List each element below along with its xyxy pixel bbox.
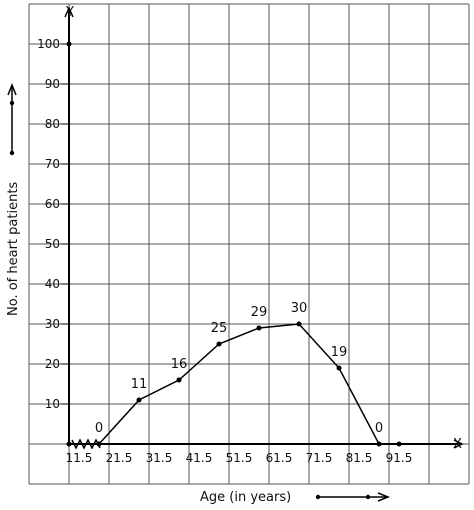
series: 0 11 16 25 29 30 19 0	[95, 301, 383, 447]
data-label: 25	[211, 321, 228, 336]
data-point	[216, 341, 222, 347]
x-tick-label: 11.5	[66, 451, 93, 465]
axes	[64, 6, 464, 450]
data-point	[176, 377, 182, 383]
data-label: 16	[171, 357, 188, 372]
x-tick-label: 91.5	[386, 451, 413, 465]
axis-break-zigzag	[71, 438, 101, 450]
x-axis-end-point	[396, 441, 402, 447]
data-label: 29	[251, 305, 268, 320]
x-tick-label: 51.5	[226, 451, 253, 465]
xlabel-arrow-dot	[365, 494, 371, 500]
ylabel-arrow-dot	[9, 100, 15, 106]
data-point	[296, 321, 302, 327]
y-tick-label: 100	[37, 37, 60, 51]
origin-point	[66, 441, 72, 447]
x-tick-label: 21.5	[106, 451, 133, 465]
ylabel-arrow-dot	[9, 150, 15, 156]
data-point	[96, 441, 102, 447]
y-tick-label: 10	[45, 397, 60, 411]
data-label: 0	[95, 421, 103, 436]
ylabel-arrow-head	[7, 82, 17, 96]
x-tick-labels: 11.5 21.5 31.5 41.5 51.5 61.5 71.5 81.5 91.5	[66, 451, 413, 465]
data-label: 11	[131, 377, 148, 392]
x-tick-label: 31.5	[146, 451, 173, 465]
series-line	[98, 323, 380, 445]
data-point	[256, 325, 262, 331]
y-tick-label: 70	[45, 157, 60, 171]
y-axis-title: No. of heart patients	[6, 182, 21, 316]
data-point	[376, 441, 382, 447]
x-axis-letter: X	[453, 437, 462, 452]
x-tick-label: 61.5	[266, 451, 293, 465]
grid	[28, 3, 470, 485]
data-label: 30	[291, 301, 308, 316]
x-axis-title: Age (in years)	[200, 490, 291, 505]
y-tick-label: 40	[45, 277, 60, 291]
xlabel-arrow-dot	[315, 494, 321, 500]
x-tick-label: 71.5	[306, 451, 333, 465]
x-tick-label: 41.5	[186, 451, 213, 465]
x-tick-label: 81.5	[346, 451, 373, 465]
y-axis-letter: Y	[65, 5, 74, 20]
y-tick-label: 20	[45, 357, 60, 371]
decorations	[7, 82, 391, 502]
y-axis-arrow	[64, 6, 74, 18]
x-axis-arrow	[453, 439, 464, 449]
data-label: 0	[375, 421, 383, 436]
y-tick-labels: 10 20 30 40 50 60 70 80 90 100	[37, 37, 69, 411]
y-tick-label: 90	[45, 77, 60, 91]
data-point	[136, 397, 142, 403]
y-tick-label: 60	[45, 197, 60, 211]
xlabel-arrow-head	[377, 492, 391, 502]
y-tick-label: 30	[45, 317, 60, 331]
y-tick-label: 80	[45, 117, 60, 131]
data-label: 19	[331, 345, 348, 360]
y-tick-label: 50	[45, 237, 60, 251]
data-point	[336, 365, 342, 371]
